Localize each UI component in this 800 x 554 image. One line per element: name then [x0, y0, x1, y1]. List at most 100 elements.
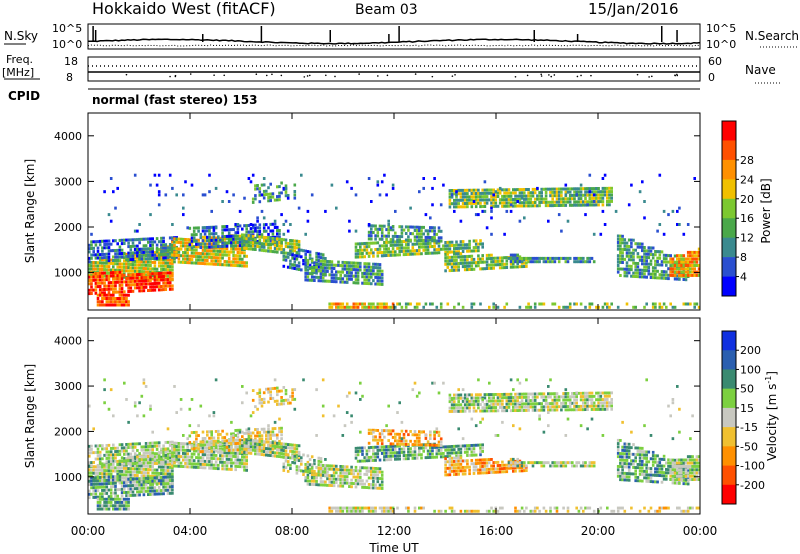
- heatmap-cell: [245, 462, 248, 466]
- heatmap-cell: [407, 252, 410, 256]
- heatmap-cell: [221, 447, 224, 451]
- heatmap-cell: [319, 272, 323, 276]
- heatmap-cell: [363, 305, 366, 309]
- heatmap-cell: [127, 290, 130, 293]
- heatmap-cell: [339, 270, 342, 274]
- heatmap-cell: [214, 460, 218, 464]
- heatmap-cell: [234, 451, 237, 455]
- heatmap-cell: [686, 302, 690, 306]
- heatmap-cell: [98, 479, 102, 483]
- heatmap-cell: [190, 258, 194, 262]
- heatmap-cell: [503, 256, 506, 260]
- heatmap-cell: [509, 201, 513, 205]
- heatmap-cell: [123, 473, 126, 477]
- heatmap-cell: [157, 454, 161, 458]
- heatmap-cell: [131, 455, 135, 459]
- heatmap-cell: [267, 453, 270, 457]
- heatmap-cell: [466, 188, 469, 192]
- heatmap-cell: [297, 240, 301, 243]
- heatmap-cell: [330, 302, 334, 306]
- freq-dot: [255, 73, 258, 76]
- heatmap-cell: [641, 275, 644, 279]
- heatmap-cell: [225, 467, 229, 471]
- heatmap-cell: [195, 462, 198, 466]
- heatmap-cell: [378, 269, 382, 273]
- heatmap-cell: [673, 273, 677, 277]
- heatmap-cell: [348, 277, 351, 281]
- freq-dot: [674, 74, 677, 77]
- heatmap-cell: [400, 231, 404, 235]
- heatmap-cell: [212, 436, 216, 440]
- heatmap-cell: [356, 242, 360, 246]
- heatmap-cell: [256, 241, 259, 245]
- heatmap-cell: [354, 302, 358, 306]
- heatmap-cell: [662, 276, 666, 280]
- heatmap-cell: [140, 266, 144, 270]
- heatmap-cell: [271, 447, 275, 451]
- heatmap-cell: [269, 450, 272, 454]
- heatmap-cell: [337, 302, 340, 306]
- heatmap-cell: [221, 467, 224, 471]
- heatmap-cell: [96, 303, 100, 307]
- heatmap-cell: [166, 268, 170, 272]
- heatmap-cell: [341, 277, 345, 281]
- heatmap-cell: [418, 229, 421, 233]
- heatmap-cell: [313, 476, 316, 480]
- heatmap-cell: [680, 260, 683, 264]
- heatmap-cell: [649, 272, 653, 276]
- freq-dot: [280, 74, 283, 77]
- heatmap-cell: [356, 274, 360, 278]
- heatmap-cell: [289, 456, 292, 460]
- heatmap-cell: [328, 260, 331, 264]
- heatmap-cell: [330, 480, 334, 484]
- heatmap-cell: [96, 465, 100, 469]
- heatmap-cell: [212, 443, 216, 447]
- heatmap-cell: [182, 455, 185, 459]
- heatmap-cell: [265, 430, 268, 434]
- heatmap-cell: [147, 260, 150, 264]
- heatmap-cell: [391, 243, 395, 247]
- heatmap-cell: [258, 226, 262, 230]
- heatmap-cell: [278, 440, 281, 443]
- heatmap-cell: [341, 305, 345, 309]
- heatmap-cell: [597, 187, 600, 190]
- heatmap-cell: [431, 229, 434, 233]
- heatmap-cell: [225, 250, 229, 254]
- heatmap-cell: [568, 190, 572, 194]
- heatmap-cell: [171, 491, 174, 495]
- heatmap-cell: [313, 459, 316, 462]
- heatmap-cell: [343, 305, 347, 309]
- heatmap-cell: [212, 256, 216, 260]
- heatmap-cell: [129, 487, 133, 491]
- heatmap-cell: [232, 241, 235, 245]
- heatmap-cell: [536, 186, 539, 190]
- heatmap-cell: [466, 261, 469, 265]
- heatmap-cell: [256, 184, 259, 187]
- heatmap-cell: [140, 483, 144, 487]
- heatmap-cell: [385, 193, 388, 197]
- heatmap-cell: [101, 447, 104, 451]
- heatmap-cell: [105, 447, 109, 451]
- heatmap-cell: [562, 187, 565, 191]
- heatmap-cell: [258, 233, 262, 237]
- heatmap-cell: [103, 288, 106, 291]
- heatmap-cell: [123, 293, 126, 297]
- heatmap-cell: [129, 258, 133, 262]
- heatmap-cell: [282, 223, 286, 226]
- heatmap-cell: [234, 468, 237, 472]
- heatmap-cell: [232, 432, 235, 436]
- heatmap-cell: [136, 254, 139, 258]
- heatmap-cell: [267, 390, 270, 394]
- heatmap-cell: [112, 293, 115, 297]
- heatmap-cell: [547, 219, 550, 223]
- heatmap-cell: [634, 271, 637, 275]
- heatmap-cell: [352, 268, 356, 272]
- heatmap-cell: [370, 272, 373, 276]
- heatmap-cell: [326, 464, 329, 468]
- heatmap-cell: [697, 247, 701, 251]
- heatmap-cell: [348, 468, 351, 472]
- heatmap-cell: [98, 258, 102, 262]
- heatmap-cell: [186, 254, 189, 258]
- heatmap-cell: [396, 246, 399, 250]
- heatmap-cell: [455, 255, 458, 259]
